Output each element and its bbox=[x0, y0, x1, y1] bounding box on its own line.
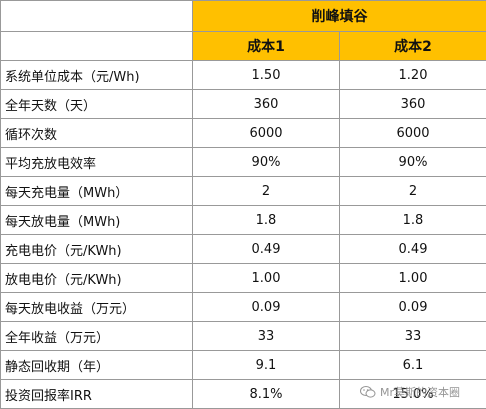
cost1-value: 0.09 bbox=[193, 293, 340, 322]
cost2-value: 90% bbox=[340, 148, 486, 177]
group-header: 削峰填谷 bbox=[193, 1, 486, 32]
corner-cell bbox=[1, 1, 193, 32]
cost1-value: 6000 bbox=[193, 119, 340, 148]
watermark-text: Mr莫斯的资本圈 bbox=[380, 384, 460, 400]
row-label: 全年天数（天） bbox=[1, 90, 193, 119]
cost2-value: 2 bbox=[340, 177, 486, 206]
row-label: 投资回报率IRR bbox=[1, 380, 193, 409]
cost2-value: 33 bbox=[340, 322, 486, 351]
row-label: 充电电价（元/KWh) bbox=[1, 235, 193, 264]
cost1-value: 360 bbox=[193, 90, 340, 119]
cost2-value: 0.09 bbox=[340, 293, 486, 322]
row-label: 全年收益（万元） bbox=[1, 322, 193, 351]
row-label: 静态回收期（年） bbox=[1, 351, 193, 380]
cost1-value: 2 bbox=[193, 177, 340, 206]
corner-cell-2 bbox=[1, 32, 193, 61]
row-label: 循环次数 bbox=[1, 119, 193, 148]
cost1-value: 8.1% bbox=[193, 380, 340, 409]
cost1-value: 1.50 bbox=[193, 61, 340, 90]
cost1-value: 9.1 bbox=[193, 351, 340, 380]
cost1-value: 1.00 bbox=[193, 264, 340, 293]
cost1-value: 1.8 bbox=[193, 206, 340, 235]
col-header-cost1: 成本1 bbox=[193, 32, 340, 61]
row-label: 每天放电收益（万元） bbox=[1, 293, 193, 322]
row-label: 平均充放电效率 bbox=[1, 148, 193, 177]
cost2-value: 6000 bbox=[340, 119, 486, 148]
row-label: 放电电价（元/KWh) bbox=[1, 264, 193, 293]
wechat-icon bbox=[360, 385, 376, 399]
cost2-value: 1.8 bbox=[340, 206, 486, 235]
row-label: 系统单位成本（元/Wh) bbox=[1, 61, 193, 90]
col-header-cost2: 成本2 bbox=[340, 32, 486, 61]
cost1-value: 90% bbox=[193, 148, 340, 177]
cost2-value: 1.20 bbox=[340, 61, 486, 90]
cost2-value: 0.49 bbox=[340, 235, 486, 264]
group-header-row: 削峰填谷 bbox=[1, 1, 486, 32]
row-label: 每天放电量（MWh) bbox=[1, 206, 193, 235]
cost2-value: 1.00 bbox=[340, 264, 486, 293]
cost2-value: 360 bbox=[340, 90, 486, 119]
cost1-value: 0.49 bbox=[193, 235, 340, 264]
cost2-value: 6.1 bbox=[340, 351, 486, 380]
column-header-row: 成本1 成本2 bbox=[1, 32, 486, 61]
watermark: Mr莫斯的资本圈 bbox=[360, 382, 484, 402]
row-label: 每天充电量（MWh） bbox=[1, 177, 193, 206]
cost1-value: 33 bbox=[193, 322, 340, 351]
